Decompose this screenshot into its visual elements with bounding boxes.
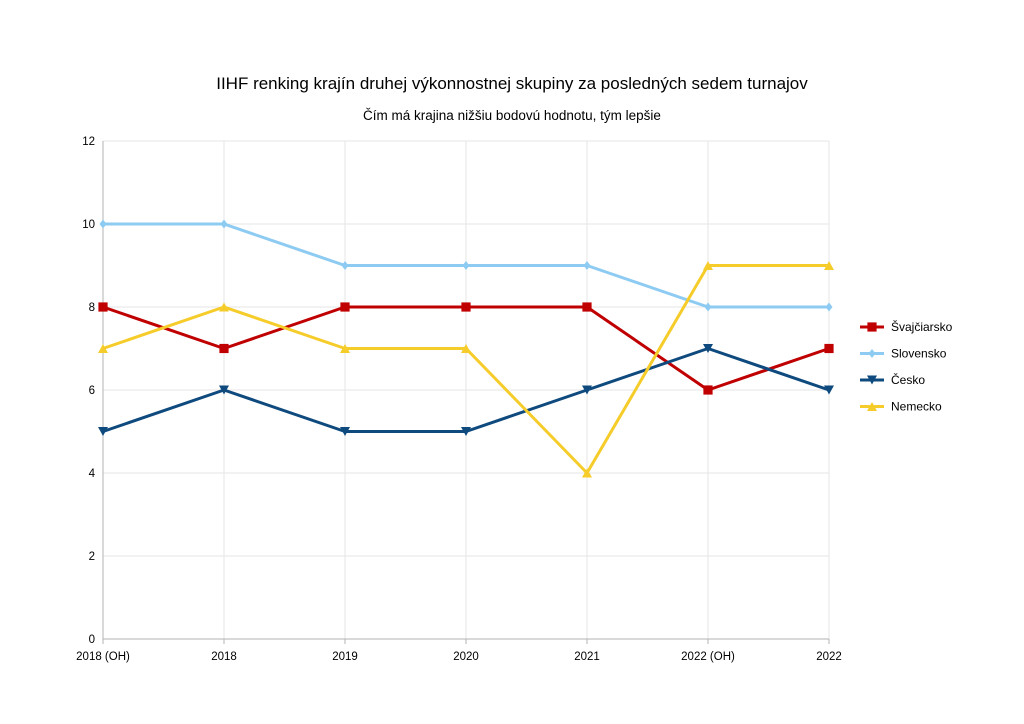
y-tick-label: 0 [89,634,95,646]
data-point-nemecko [219,302,229,312]
y-tick-label: 6 [89,385,95,397]
data-point-slovensko [704,302,712,312]
y-tick-label: 10 [82,219,95,231]
data-point-svajciarsko [219,343,229,354]
chart-subtitle: Čím má krajina nižšiu bodovú hodnotu, tý… [363,108,661,123]
x-tick-label: 2022 [816,651,842,663]
x-tick-label: 2021 [574,651,600,663]
x-tick-label: 2018 (OH) [76,651,130,663]
y-tick-label: 8 [89,302,95,314]
data-point-cesko [582,385,592,395]
x-tick-label: 2020 [453,651,479,663]
data-point-svajciarsko [340,302,350,312]
legend-marker-slovensko [868,349,876,358]
chart-title: IIHF renking krajín druhej výkonnostnej … [216,74,808,93]
legend-label-slovensko: Slovensko [891,347,947,361]
data-point-nemecko [824,261,834,270]
data-point-cesko [703,344,713,353]
data-point-slovensko [462,261,470,270]
y-tick-label: 4 [89,468,96,480]
data-point-cesko [461,427,471,436]
y-tick-label: 2 [89,551,95,563]
x-tick-label: 2022 (OH) [681,651,735,663]
data-point-nemecko [340,344,350,353]
data-point-nemecko [461,344,471,353]
y-tick-label: 12 [82,136,95,148]
data-point-slovensko [583,261,591,270]
legend-marker-svajciarsko [867,322,877,332]
data-point-cesko [219,385,229,395]
data-point-svajciarsko [98,302,108,312]
data-point-svajciarsko [461,302,471,312]
data-point-cesko [98,427,108,436]
legend-label-nemecko: Nemecko [891,400,942,414]
data-point-slovensko [99,219,107,229]
data-point-svajciarsko [703,385,713,395]
data-point-nemecko [98,344,108,353]
data-point-svajciarsko [824,343,834,354]
legend-label-svajciarsko: Švajčiarsko [891,319,953,334]
data-point-cesko [340,427,350,436]
x-tick-label: 2018 [211,651,237,663]
data-point-nemecko [703,261,713,270]
x-tick-label: 2019 [332,651,358,663]
data-point-nemecko [582,468,592,478]
data-point-slovensko [825,302,833,312]
data-point-slovensko [341,261,349,270]
data-point-svajciarsko [582,302,592,312]
data-point-cesko [824,385,834,395]
legend-marker-nemecko [867,402,877,411]
legend-marker-cesko [867,375,877,385]
data-point-slovensko [220,219,228,229]
legend-label-cesko: Česko [891,372,925,387]
